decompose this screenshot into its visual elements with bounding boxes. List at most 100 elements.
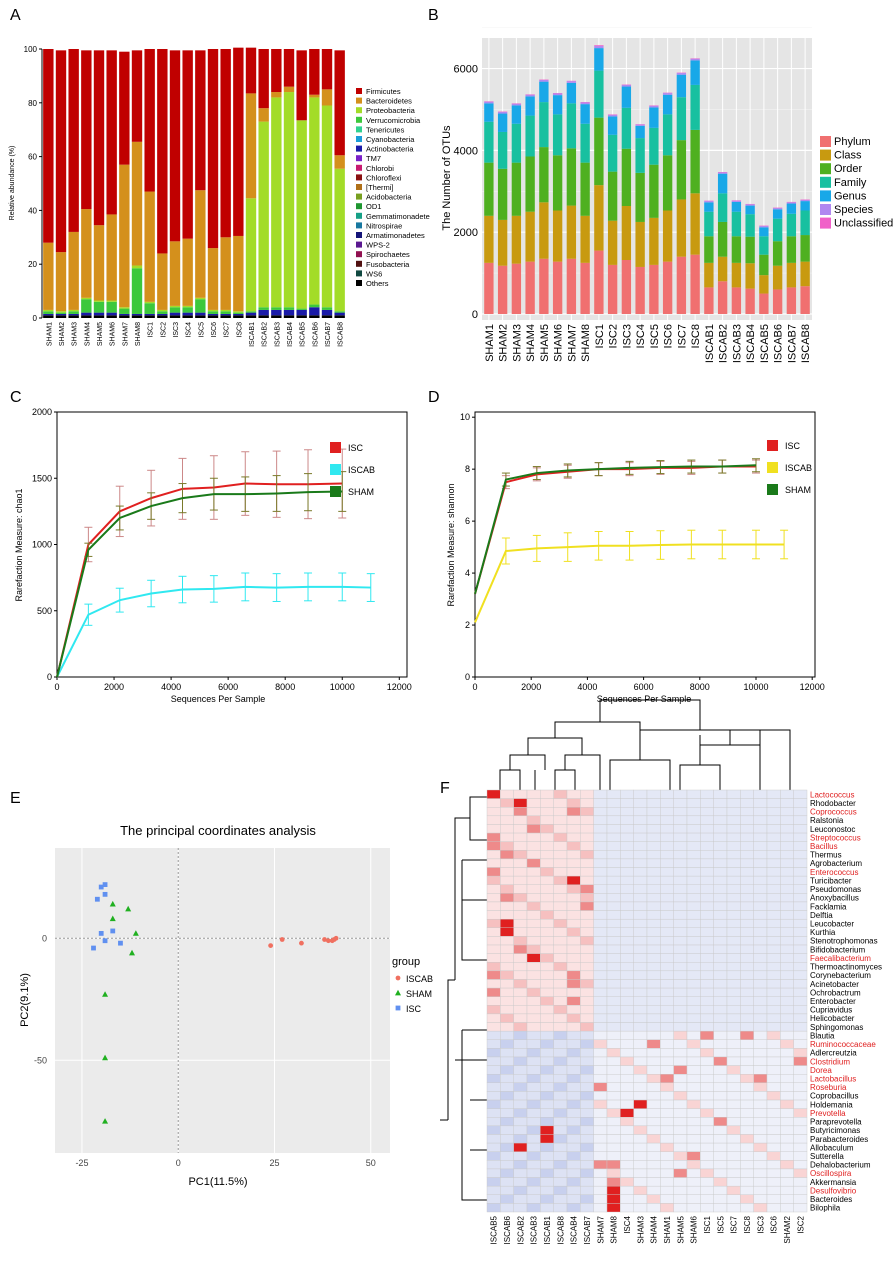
heatmap-cell bbox=[646, 1168, 661, 1178]
bar-segment-bacteroidetes bbox=[93, 225, 105, 301]
heatmap-cell bbox=[780, 1142, 794, 1152]
heatmap-cell bbox=[633, 1142, 648, 1152]
heatmap-cell bbox=[793, 987, 808, 997]
heatmap-cell bbox=[553, 850, 568, 860]
bar-segment-bacteroidetes bbox=[68, 231, 79, 310]
heatmap-cell bbox=[486, 1056, 501, 1066]
heatmap-cell bbox=[766, 1151, 781, 1161]
heatmap-cell bbox=[566, 1125, 581, 1135]
heatmap-cell bbox=[486, 1099, 501, 1109]
heatmap-cell bbox=[793, 884, 808, 894]
heatmap-cell bbox=[580, 850, 594, 860]
heatmap-cell bbox=[740, 1142, 754, 1152]
heatmap-cell bbox=[566, 867, 581, 877]
heatmap-cell bbox=[633, 807, 648, 817]
row-label: Dorea bbox=[810, 1066, 832, 1075]
heatmap-cell bbox=[753, 944, 768, 954]
heatmap-cell bbox=[660, 987, 674, 997]
heatmap-cell bbox=[673, 1065, 688, 1075]
heatmap-cell bbox=[513, 1108, 528, 1118]
row-label: Akkermansia bbox=[810, 1178, 857, 1187]
heatmap-cell bbox=[660, 901, 674, 911]
heatmap-cell bbox=[686, 1160, 701, 1170]
heatmap-cell bbox=[566, 1099, 581, 1109]
bar-segment-actinobacteria bbox=[119, 313, 130, 316]
bar-segment-order bbox=[635, 172, 645, 222]
heatmap-cell bbox=[726, 858, 741, 868]
heatmap-cell bbox=[713, 1168, 728, 1178]
heatmap-cell bbox=[766, 798, 781, 808]
heatmap-cell bbox=[686, 996, 701, 1006]
heatmap-cell bbox=[486, 807, 501, 817]
point-isc bbox=[110, 928, 116, 934]
heatmap-cell bbox=[660, 1005, 674, 1015]
col-label: ISCAB5 bbox=[490, 1215, 499, 1244]
heatmap-cell bbox=[540, 1203, 554, 1213]
series-line-iscab bbox=[56, 585, 371, 678]
panel-d-frame bbox=[474, 411, 816, 678]
heatmap-cell bbox=[500, 987, 514, 997]
x-tick-label: ISCAB6 bbox=[773, 324, 785, 363]
heatmap-cell bbox=[766, 884, 781, 894]
heatmap-cell bbox=[540, 1125, 554, 1135]
heatmap-cell bbox=[686, 1065, 701, 1075]
heatmap-cell bbox=[553, 1013, 568, 1023]
point-iscab bbox=[325, 938, 331, 944]
bar-segment-family bbox=[621, 107, 632, 149]
heatmap-cell bbox=[753, 910, 768, 920]
heatmap-cell bbox=[740, 841, 754, 851]
heatmap-cell bbox=[580, 962, 594, 972]
heatmap-cell bbox=[620, 1151, 634, 1161]
heatmap-cell bbox=[673, 996, 688, 1006]
heatmap-cell bbox=[566, 987, 581, 997]
bar-segment-others bbox=[296, 315, 307, 318]
y-tick-label: 0 bbox=[42, 933, 47, 943]
y-tick-label: 500 bbox=[37, 606, 52, 616]
row-label: Faecalibacterium bbox=[810, 954, 871, 963]
heatmap-cell bbox=[726, 798, 741, 808]
legend-label: Actinobacteria bbox=[366, 145, 414, 154]
heatmap-cell bbox=[540, 901, 554, 911]
bar-segment-species bbox=[539, 80, 549, 82]
heatmap-cell bbox=[553, 807, 568, 817]
heatmap-cell bbox=[793, 1168, 808, 1178]
bar-segment-genus bbox=[621, 86, 632, 108]
bar-segment-firmicutes bbox=[258, 49, 269, 109]
heatmap-cell bbox=[686, 798, 701, 808]
legend-label: Cyanobacteria bbox=[366, 135, 415, 144]
heatmap-cell bbox=[620, 1160, 634, 1170]
heatmap-cell bbox=[753, 1134, 768, 1144]
bar-segment-firmicutes bbox=[106, 50, 117, 215]
heatmap-cell bbox=[500, 1022, 514, 1032]
heatmap-cell bbox=[726, 927, 741, 937]
heatmap-cell bbox=[566, 789, 581, 799]
heatmap-cell bbox=[580, 953, 594, 963]
heatmap-cell bbox=[486, 1117, 501, 1127]
row-label: Anoxybacillus bbox=[810, 894, 859, 903]
bar-segment-actinobacteria bbox=[271, 309, 282, 316]
bar-segment-order bbox=[772, 241, 783, 266]
heatmap-cell bbox=[686, 841, 701, 851]
heatmap-cell bbox=[566, 824, 581, 834]
heatmap-cell bbox=[553, 893, 568, 903]
bar-segment-bacteroidetes bbox=[309, 94, 320, 98]
heatmap-cell bbox=[580, 867, 594, 877]
point-iscab bbox=[299, 940, 304, 946]
x-tick-label: SHAM4 bbox=[525, 324, 537, 362]
heatmap-cell bbox=[593, 1082, 608, 1092]
heatmap-cell bbox=[766, 1194, 781, 1204]
heatmap-cell bbox=[526, 1013, 541, 1023]
heatmap-cell bbox=[700, 1082, 714, 1092]
heatmap-cell bbox=[566, 850, 581, 860]
heatmap-cell bbox=[553, 1117, 568, 1127]
heatmap-cell bbox=[526, 867, 541, 877]
heatmap-cell bbox=[540, 1005, 554, 1015]
heatmap-cell bbox=[513, 1048, 528, 1058]
heatmap-cell bbox=[713, 979, 728, 989]
heatmap-cell bbox=[740, 987, 754, 997]
col-label: SHAM1 bbox=[663, 1215, 672, 1243]
heatmap-cell bbox=[593, 918, 608, 928]
heatmap-cell bbox=[700, 832, 714, 842]
x-tick-label: 0 bbox=[472, 682, 477, 692]
bar-segment-proteobacteria bbox=[81, 297, 92, 300]
